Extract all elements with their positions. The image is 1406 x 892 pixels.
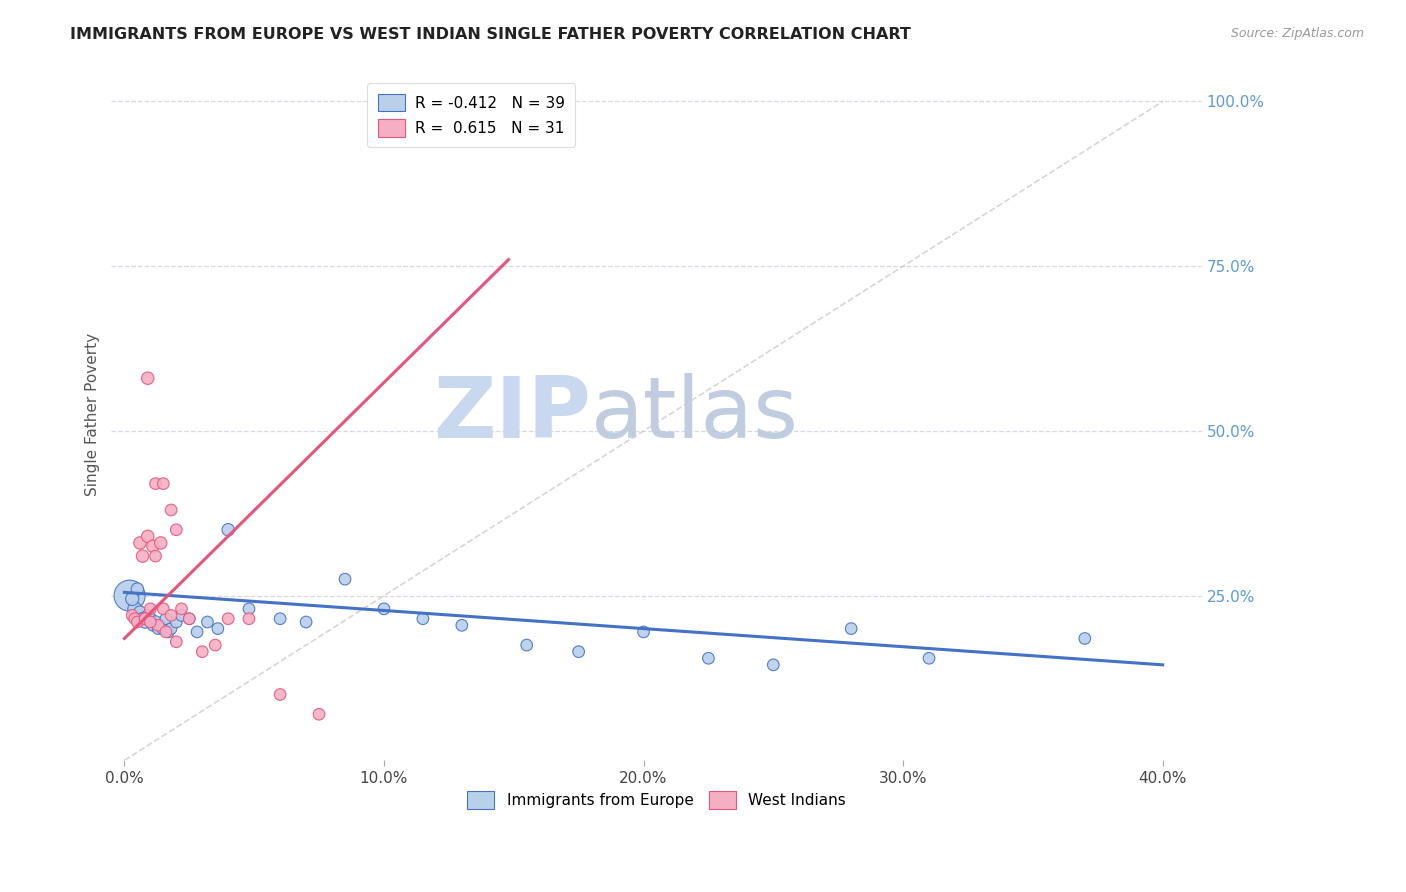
Point bbox=[152, 622, 174, 636]
Point bbox=[152, 476, 174, 491]
Point bbox=[155, 612, 177, 626]
Point bbox=[217, 523, 239, 537]
Point bbox=[165, 523, 187, 537]
Point bbox=[157, 624, 180, 639]
Point bbox=[238, 612, 260, 626]
Point bbox=[179, 612, 201, 626]
Point bbox=[165, 634, 187, 648]
Point bbox=[204, 638, 226, 652]
Point bbox=[186, 624, 208, 639]
Point bbox=[124, 612, 146, 626]
Point bbox=[145, 476, 167, 491]
Point bbox=[333, 572, 356, 586]
Point bbox=[127, 615, 149, 629]
Point bbox=[179, 612, 201, 626]
Point bbox=[129, 536, 152, 550]
Point bbox=[129, 605, 152, 619]
Point bbox=[160, 608, 183, 623]
Point bbox=[152, 602, 174, 616]
Text: ZIP: ZIP bbox=[433, 373, 591, 456]
Point bbox=[136, 608, 159, 623]
Point bbox=[134, 612, 156, 626]
Point bbox=[170, 602, 193, 616]
Point bbox=[697, 651, 720, 665]
Point bbox=[131, 612, 153, 626]
Point bbox=[516, 638, 538, 652]
Point bbox=[139, 615, 162, 629]
Point bbox=[217, 612, 239, 626]
Point bbox=[121, 591, 143, 606]
Point bbox=[238, 602, 260, 616]
Point bbox=[170, 608, 193, 623]
Point bbox=[1074, 632, 1097, 646]
Point bbox=[142, 539, 165, 553]
Point bbox=[269, 688, 291, 702]
Point bbox=[762, 657, 785, 672]
Point bbox=[308, 707, 330, 722]
Point bbox=[918, 651, 941, 665]
Point bbox=[142, 618, 165, 632]
Point bbox=[146, 622, 169, 636]
Point bbox=[131, 549, 153, 563]
Y-axis label: Single Father Poverty: Single Father Poverty bbox=[86, 333, 100, 496]
Point bbox=[450, 618, 472, 632]
Point bbox=[191, 645, 214, 659]
Point bbox=[134, 612, 156, 626]
Point bbox=[145, 549, 167, 563]
Point bbox=[134, 615, 156, 629]
Point bbox=[633, 624, 655, 639]
Text: atlas: atlas bbox=[591, 373, 799, 456]
Point bbox=[839, 622, 862, 636]
Point bbox=[124, 602, 146, 616]
Point bbox=[149, 536, 172, 550]
Point bbox=[568, 645, 591, 659]
Point bbox=[155, 624, 177, 639]
Point bbox=[136, 371, 159, 385]
Point bbox=[295, 615, 318, 629]
Point bbox=[139, 602, 162, 616]
Point bbox=[118, 589, 141, 603]
Point bbox=[160, 622, 183, 636]
Point bbox=[127, 582, 149, 596]
Point bbox=[146, 618, 169, 632]
Point bbox=[136, 529, 159, 543]
Point bbox=[197, 615, 219, 629]
Point bbox=[412, 612, 434, 626]
Point bbox=[145, 615, 167, 629]
Point bbox=[207, 622, 229, 636]
Legend: Immigrants from Europe, West Indians: Immigrants from Europe, West Indians bbox=[461, 785, 852, 815]
Point bbox=[269, 612, 291, 626]
Point bbox=[149, 618, 172, 632]
Point bbox=[373, 602, 395, 616]
Text: IMMIGRANTS FROM EUROPE VS WEST INDIAN SINGLE FATHER POVERTY CORRELATION CHART: IMMIGRANTS FROM EUROPE VS WEST INDIAN SI… bbox=[70, 27, 911, 42]
Point bbox=[139, 612, 162, 626]
Text: Source: ZipAtlas.com: Source: ZipAtlas.com bbox=[1230, 27, 1364, 40]
Point bbox=[165, 615, 187, 629]
Point bbox=[121, 608, 143, 623]
Point bbox=[160, 503, 183, 517]
